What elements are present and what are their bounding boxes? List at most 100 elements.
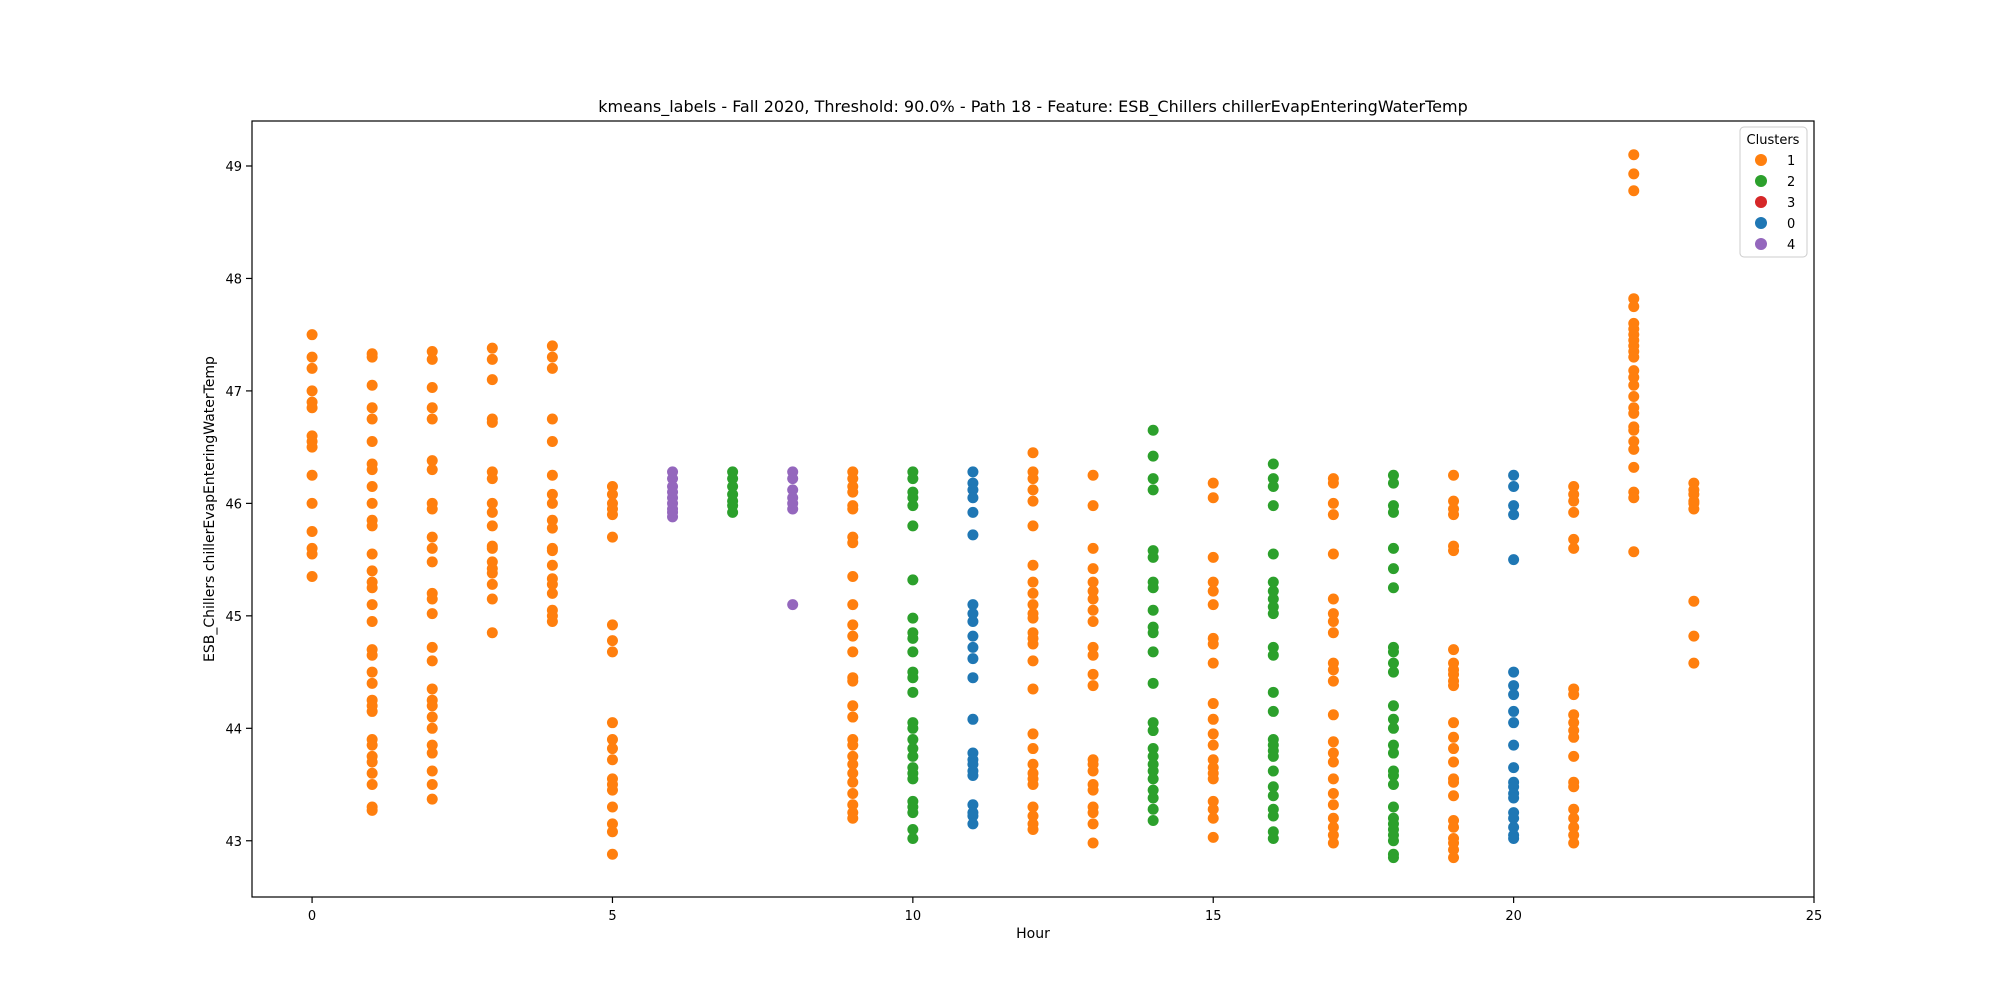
point-cluster-1: [847, 711, 859, 723]
point-cluster-2: [1147, 677, 1159, 689]
legend-label-4: 4: [1787, 238, 1795, 253]
point-cluster-2: [1267, 649, 1279, 661]
point-cluster-1: [847, 619, 859, 631]
point-cluster-2: [1267, 548, 1279, 560]
legend: Clusters 1 2 3 0 4: [1739, 126, 1808, 258]
point-cluster-2: [1387, 506, 1399, 518]
legend-label-3: 3: [1787, 196, 1795, 211]
point-cluster-2: [1267, 608, 1279, 620]
point-cluster-1: [847, 776, 859, 788]
point-cluster-0: [1508, 554, 1520, 566]
point-cluster-2: [1267, 705, 1279, 717]
point-cluster-1: [1448, 844, 1460, 856]
point-cluster-1: [1568, 731, 1580, 743]
point-cluster-1: [1568, 495, 1580, 507]
point-cluster-1: [1628, 443, 1640, 455]
point-cluster-2: [1147, 784, 1159, 796]
point-cluster-1: [426, 722, 438, 734]
point-cluster-1: [847, 646, 859, 658]
point-cluster-1: [1087, 837, 1099, 849]
point-cluster-2: [1387, 779, 1399, 791]
point-cluster-2: [1147, 792, 1159, 804]
point-cluster-0: [967, 615, 979, 627]
point-cluster-2: [907, 500, 919, 512]
legend-marker-1: [1755, 154, 1767, 166]
point-cluster-4: [787, 503, 799, 515]
point-cluster-1: [366, 804, 378, 816]
point-cluster-1: [486, 374, 498, 386]
point-cluster-1: [366, 436, 378, 448]
point-cluster-1: [1568, 481, 1580, 493]
point-cluster-1: [606, 531, 618, 543]
point-cluster-1: [306, 385, 318, 397]
point-cluster-0: [967, 653, 979, 665]
point-cluster-1: [1207, 657, 1219, 669]
point-cluster-1: [1448, 821, 1460, 833]
x-tick-label: 20: [1505, 909, 1522, 924]
point-cluster-1: [366, 351, 378, 363]
point-cluster-1: [606, 743, 618, 755]
point-cluster-2: [727, 506, 739, 518]
point-cluster-1: [1027, 484, 1039, 496]
point-cluster-1: [426, 531, 438, 543]
point-cluster-0: [1508, 689, 1520, 701]
point-cluster-2: [1267, 686, 1279, 698]
point-cluster-1: [1628, 185, 1640, 197]
point-cluster-1: [1207, 576, 1219, 588]
point-cluster-2: [907, 833, 919, 845]
point-cluster-2: [1387, 852, 1399, 864]
point-cluster-1: [1087, 469, 1099, 481]
point-cluster-1: [1448, 545, 1460, 557]
point-cluster-1: [546, 545, 558, 557]
legend-marker-0: [1755, 217, 1767, 229]
point-cluster-1: [1327, 821, 1339, 833]
point-cluster-2: [1147, 717, 1159, 729]
point-cluster-1: [1448, 509, 1460, 521]
point-cluster-1: [546, 559, 558, 571]
point-cluster-1: [426, 556, 438, 568]
y-tick-label: 45: [225, 610, 242, 625]
point-cluster-1: [847, 675, 859, 687]
point-cluster-1: [1327, 675, 1339, 687]
point-cluster-1: [1207, 754, 1219, 766]
point-cluster-1: [426, 641, 438, 653]
point-cluster-2: [907, 632, 919, 644]
point-cluster-2: [1267, 585, 1279, 597]
point-cluster-4: [787, 484, 799, 496]
y-axis-label: ESB_Chillers chillerEvapEnteringWaterTem…: [202, 356, 218, 662]
point-cluster-1: [606, 818, 618, 830]
legend-marker-3: [1755, 196, 1767, 208]
point-cluster-1: [606, 734, 618, 746]
point-cluster-1: [1087, 604, 1099, 616]
point-cluster-0: [1508, 509, 1520, 521]
point-cluster-1: [1628, 391, 1640, 403]
point-cluster-1: [306, 362, 318, 374]
legend-label-1: 1: [1787, 154, 1795, 169]
point-cluster-0: [1508, 833, 1520, 845]
point-cluster-1: [847, 788, 859, 800]
point-cluster-2: [1147, 815, 1159, 827]
point-cluster-0: [1508, 812, 1520, 824]
point-cluster-1: [1568, 689, 1580, 701]
point-cluster-1: [546, 362, 558, 374]
point-cluster-1: [1027, 599, 1039, 611]
point-cluster-0: [1508, 762, 1520, 774]
point-cluster-1: [1568, 709, 1580, 721]
point-cluster-1: [847, 473, 859, 485]
point-cluster-2: [1267, 810, 1279, 822]
point-cluster-1: [306, 351, 318, 363]
point-cluster-1: [546, 413, 558, 425]
point-cluster-1: [1207, 773, 1219, 785]
point-cluster-1: [1027, 576, 1039, 588]
point-cluster-0: [1508, 792, 1520, 804]
point-cluster-0: [967, 799, 979, 811]
point-cluster-1: [606, 826, 618, 838]
point-cluster-1: [606, 717, 618, 729]
point-cluster-2: [1147, 424, 1159, 436]
point-cluster-1: [606, 848, 618, 860]
point-cluster-1: [1087, 784, 1099, 796]
point-cluster-0: [1508, 821, 1520, 833]
y-axis: 43 44 45 46 47 48 49: [225, 160, 252, 850]
